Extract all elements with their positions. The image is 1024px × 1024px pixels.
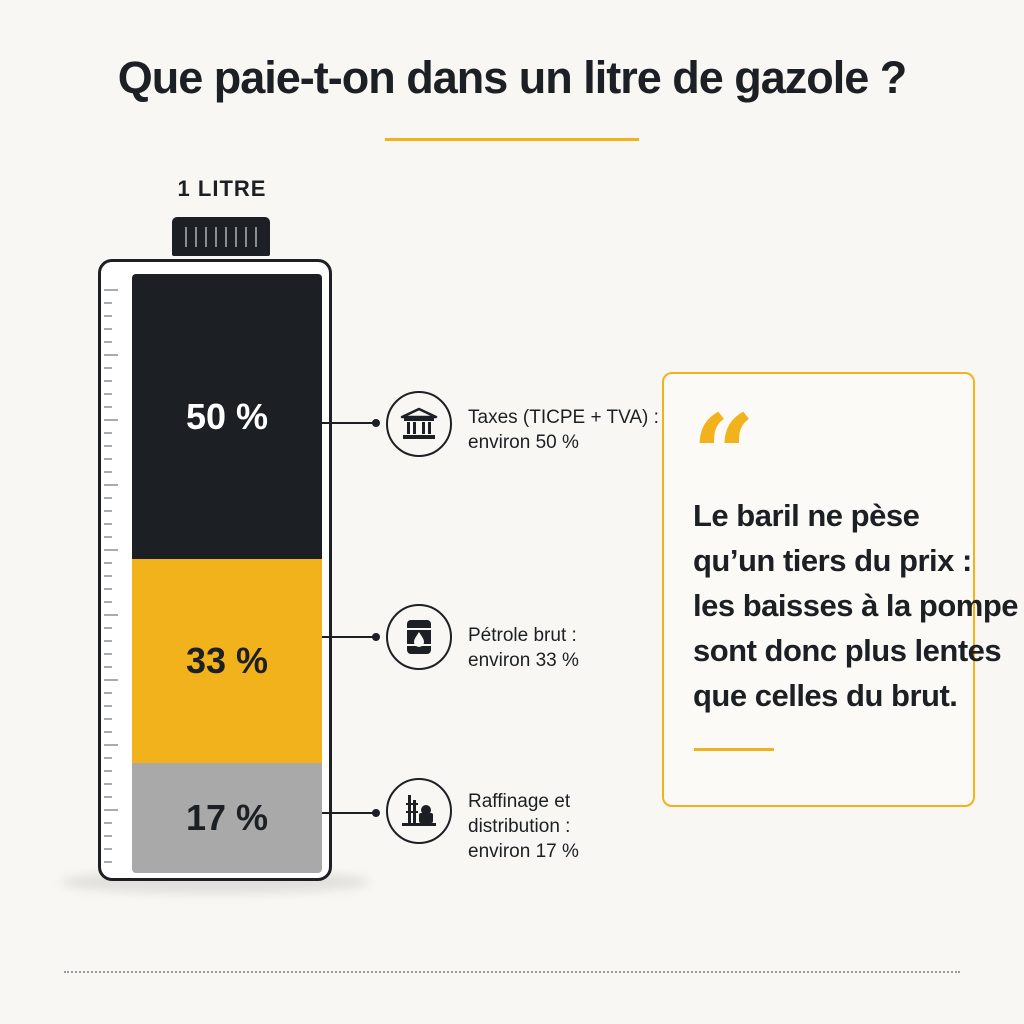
taxes-icon-circle xyxy=(386,391,452,457)
bottle-label: 1 LITRE xyxy=(177,176,267,201)
refining-icon-circle xyxy=(386,778,452,844)
legend-refining: Raffinage et distribution : environ 17 % xyxy=(468,789,579,864)
footer-divider xyxy=(64,971,960,973)
legend-crude-oil-line-1: Pétrole brut : xyxy=(468,625,577,646)
oil-barrel-icon xyxy=(407,620,431,654)
legend-refining-line-2: distribution : xyxy=(468,816,571,837)
bottle-cap xyxy=(172,217,270,256)
legend-taxes-line-1: Taxes (TICPE + TVA) : xyxy=(468,407,659,428)
page-title: Que paie-t-on dans un litre de gazole ? xyxy=(117,52,908,103)
quote-line-5: que celles du brut. xyxy=(693,678,958,713)
quote-mark-icon: “ xyxy=(692,390,756,519)
connector-taxes xyxy=(322,422,378,424)
quote-box xyxy=(662,372,975,807)
connector-refining-dot xyxy=(372,809,380,817)
connector-crude-oil xyxy=(322,636,378,638)
segment-taxes-label: 50 % xyxy=(185,395,269,437)
legend-taxes-line-2: environ 50 % xyxy=(468,432,579,453)
segment-refining: 17 % xyxy=(132,763,322,873)
connector-taxes-dot xyxy=(372,419,380,427)
connector-crude-oil-dot xyxy=(372,633,380,641)
segment-crude-oil-label: 33 % xyxy=(185,640,269,681)
quote-line-3: les baisses à la pompe xyxy=(693,588,1019,623)
segment-refining-label: 17 % xyxy=(185,797,269,838)
quote-text: Le baril ne pèse qu’un tiers du prix : l… xyxy=(693,493,1019,718)
quote-underline xyxy=(694,748,774,751)
legend-refining-line-3: environ 17 % xyxy=(468,841,579,862)
legend-crude-oil-line-2: environ 33 % xyxy=(468,650,579,671)
refinery-icon xyxy=(402,795,436,826)
legend-refining-line-1: Raffinage et xyxy=(468,791,571,812)
quote-line-1: Le baril ne pèse xyxy=(693,498,920,533)
quote-line-2: qu’un tiers du prix : xyxy=(693,543,972,578)
legend-taxes: Taxes (TICPE + TVA) : environ 50 % xyxy=(468,405,659,455)
quote-line-4: sont donc plus lentes xyxy=(693,633,1002,668)
crude-oil-icon-circle xyxy=(386,604,452,670)
segment-taxes: 50 % xyxy=(132,274,322,559)
bank-building-icon xyxy=(400,407,438,439)
legend-crude-oil: Pétrole brut : environ 33 % xyxy=(468,623,579,673)
title-underline xyxy=(385,138,639,141)
connector-refining xyxy=(322,812,378,814)
segment-crude-oil: 33 % xyxy=(132,559,322,763)
